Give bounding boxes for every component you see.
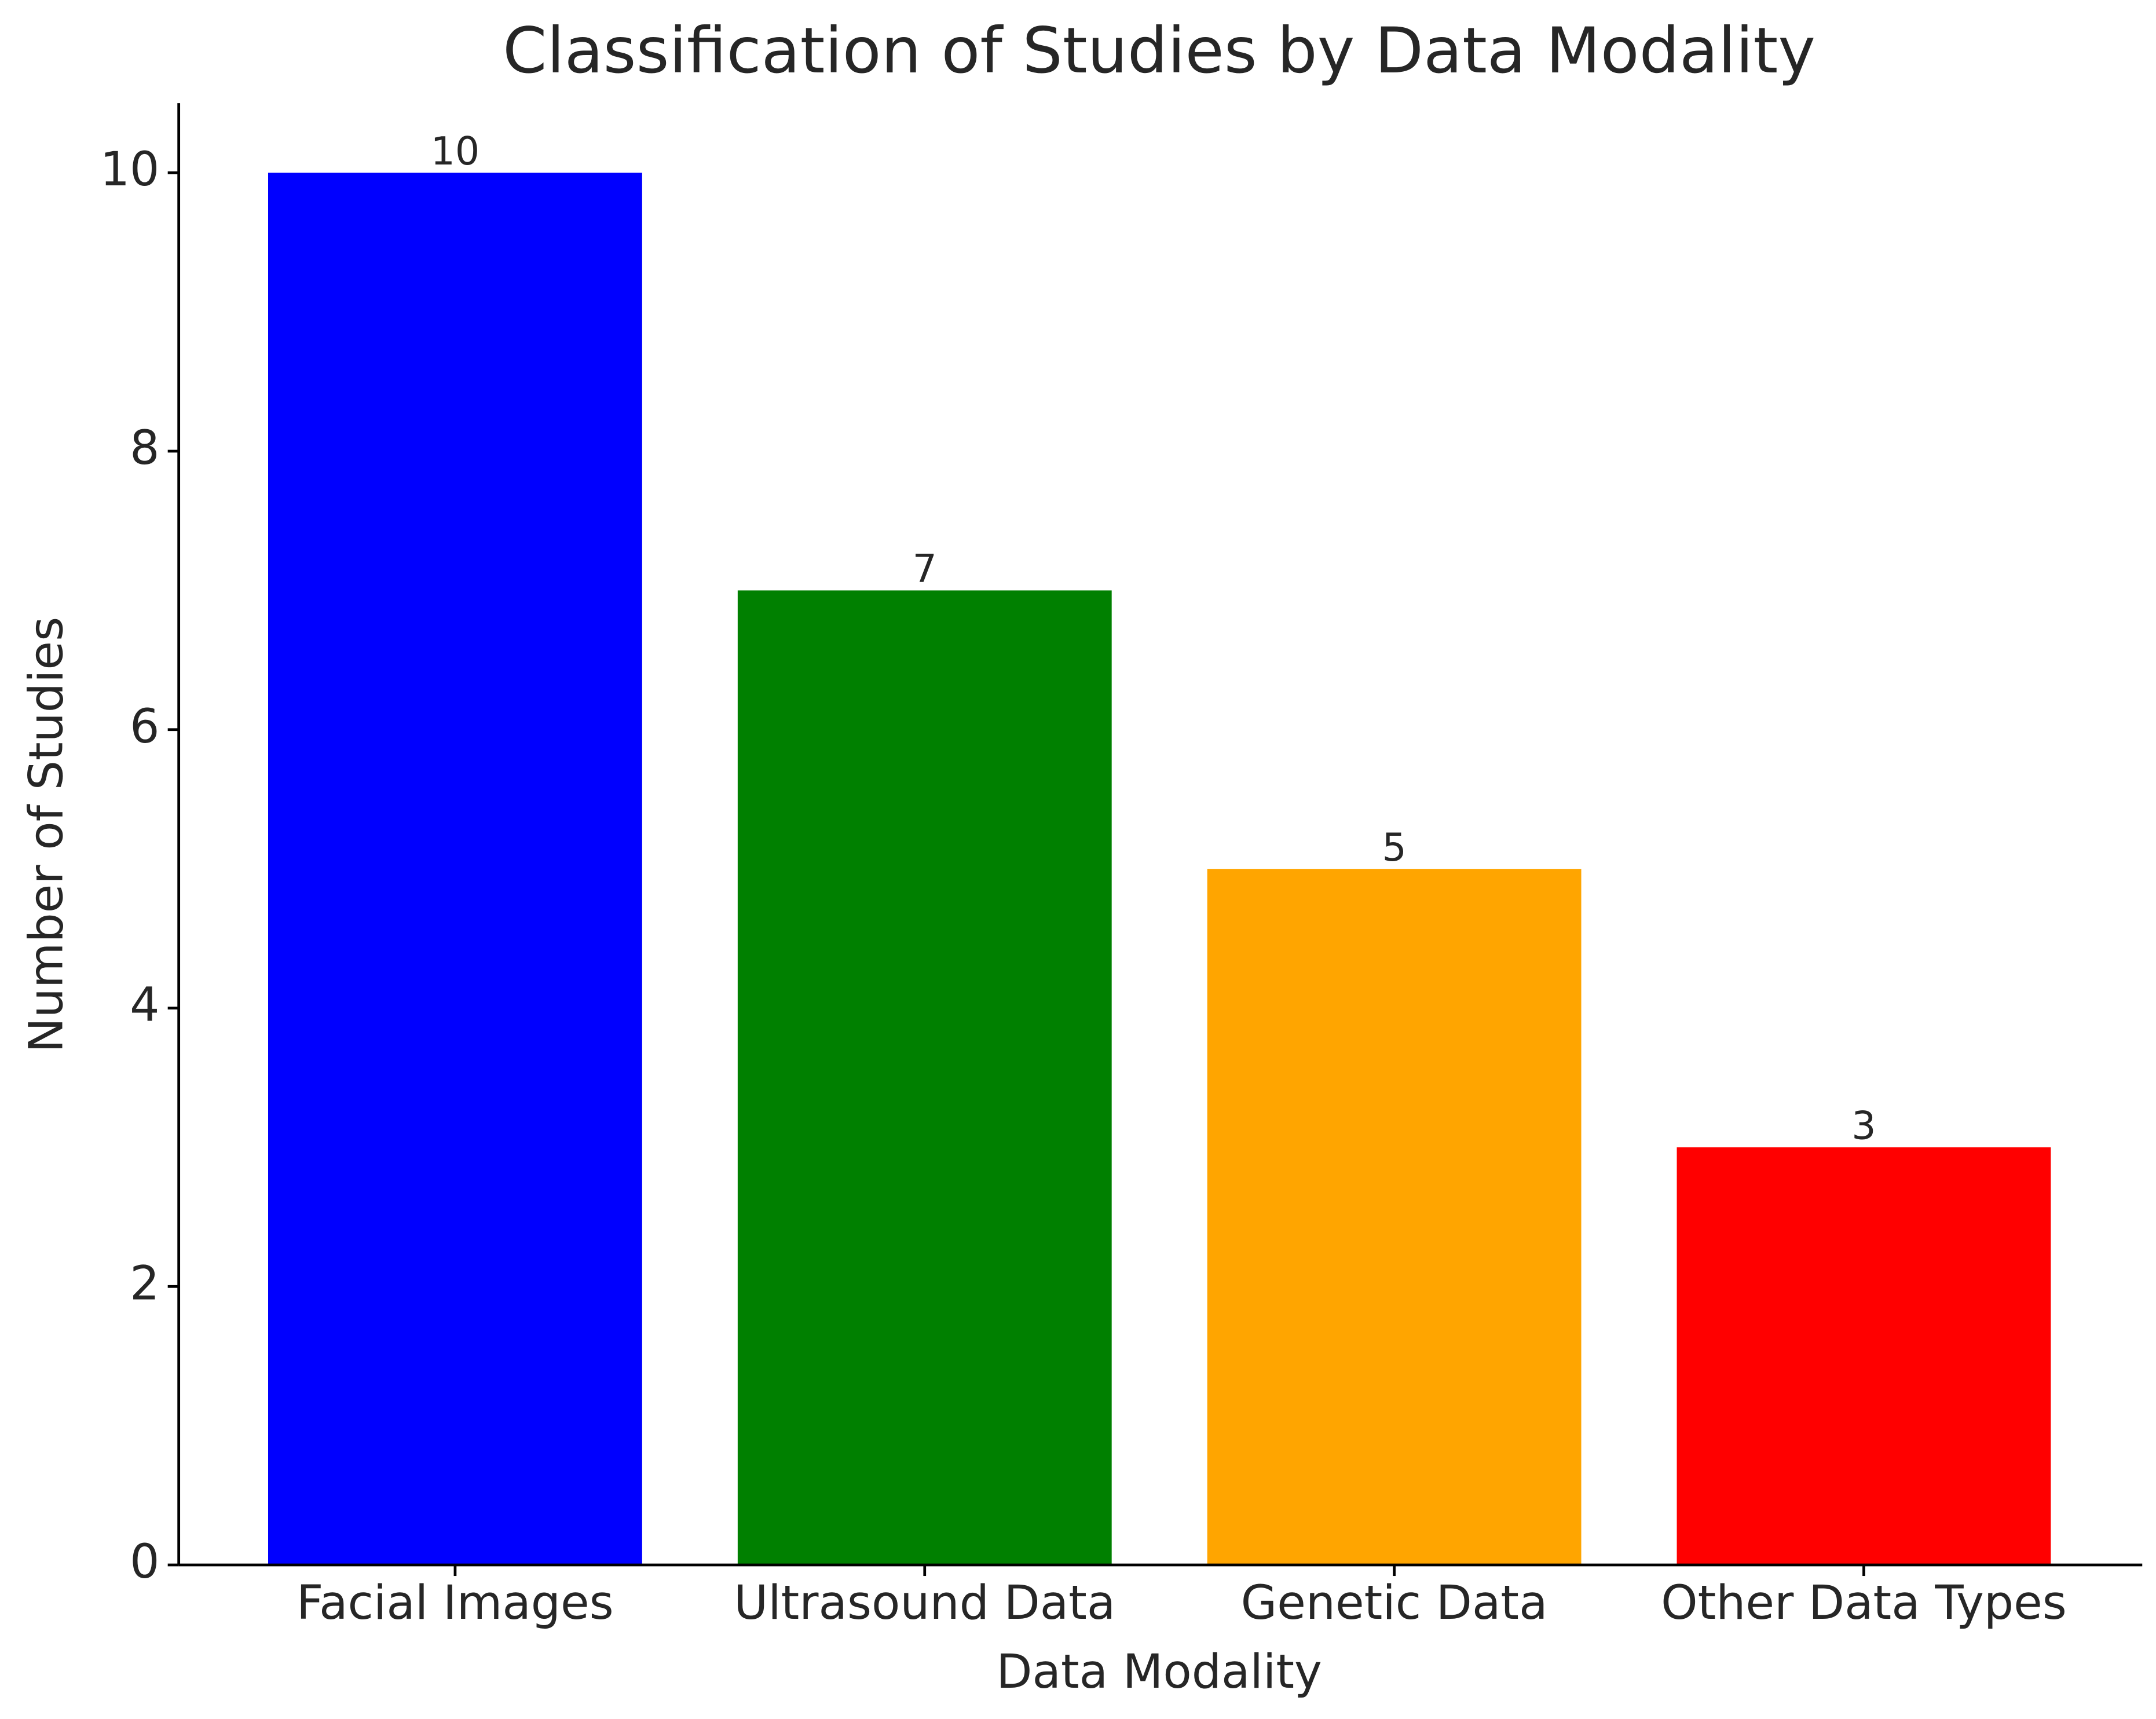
- y-tick-label: 4: [130, 978, 159, 1033]
- data-label: 7: [913, 546, 937, 591]
- data-label: 5: [1382, 825, 1406, 870]
- x-tick-label: Other Data Types: [1661, 1576, 2067, 1630]
- y-tick-label: 2: [130, 1256, 159, 1311]
- y-tick-label: 8: [130, 421, 159, 476]
- bar: [1207, 869, 1582, 1566]
- x-tick-label: Ultrasound Data: [734, 1576, 1115, 1630]
- y-tick-label: 6: [130, 700, 159, 754]
- data-label: 3: [1851, 1103, 1876, 1149]
- data-label: 10: [431, 129, 480, 174]
- x-tick-label: Facial Images: [297, 1576, 614, 1630]
- x-axis-label: Data Modality: [996, 1645, 1322, 1699]
- bar: [1677, 1147, 2051, 1566]
- x-tick-label: Genetic Data: [1241, 1576, 1548, 1630]
- chart-title: Classification of Studies by Data Modali…: [503, 14, 1815, 87]
- bar: [737, 590, 1112, 1566]
- y-axis-label: Number of Studies: [19, 617, 74, 1053]
- y-tick-label: 0: [130, 1535, 159, 1589]
- y-tick-label: 10: [100, 142, 160, 197]
- bar: [268, 173, 642, 1566]
